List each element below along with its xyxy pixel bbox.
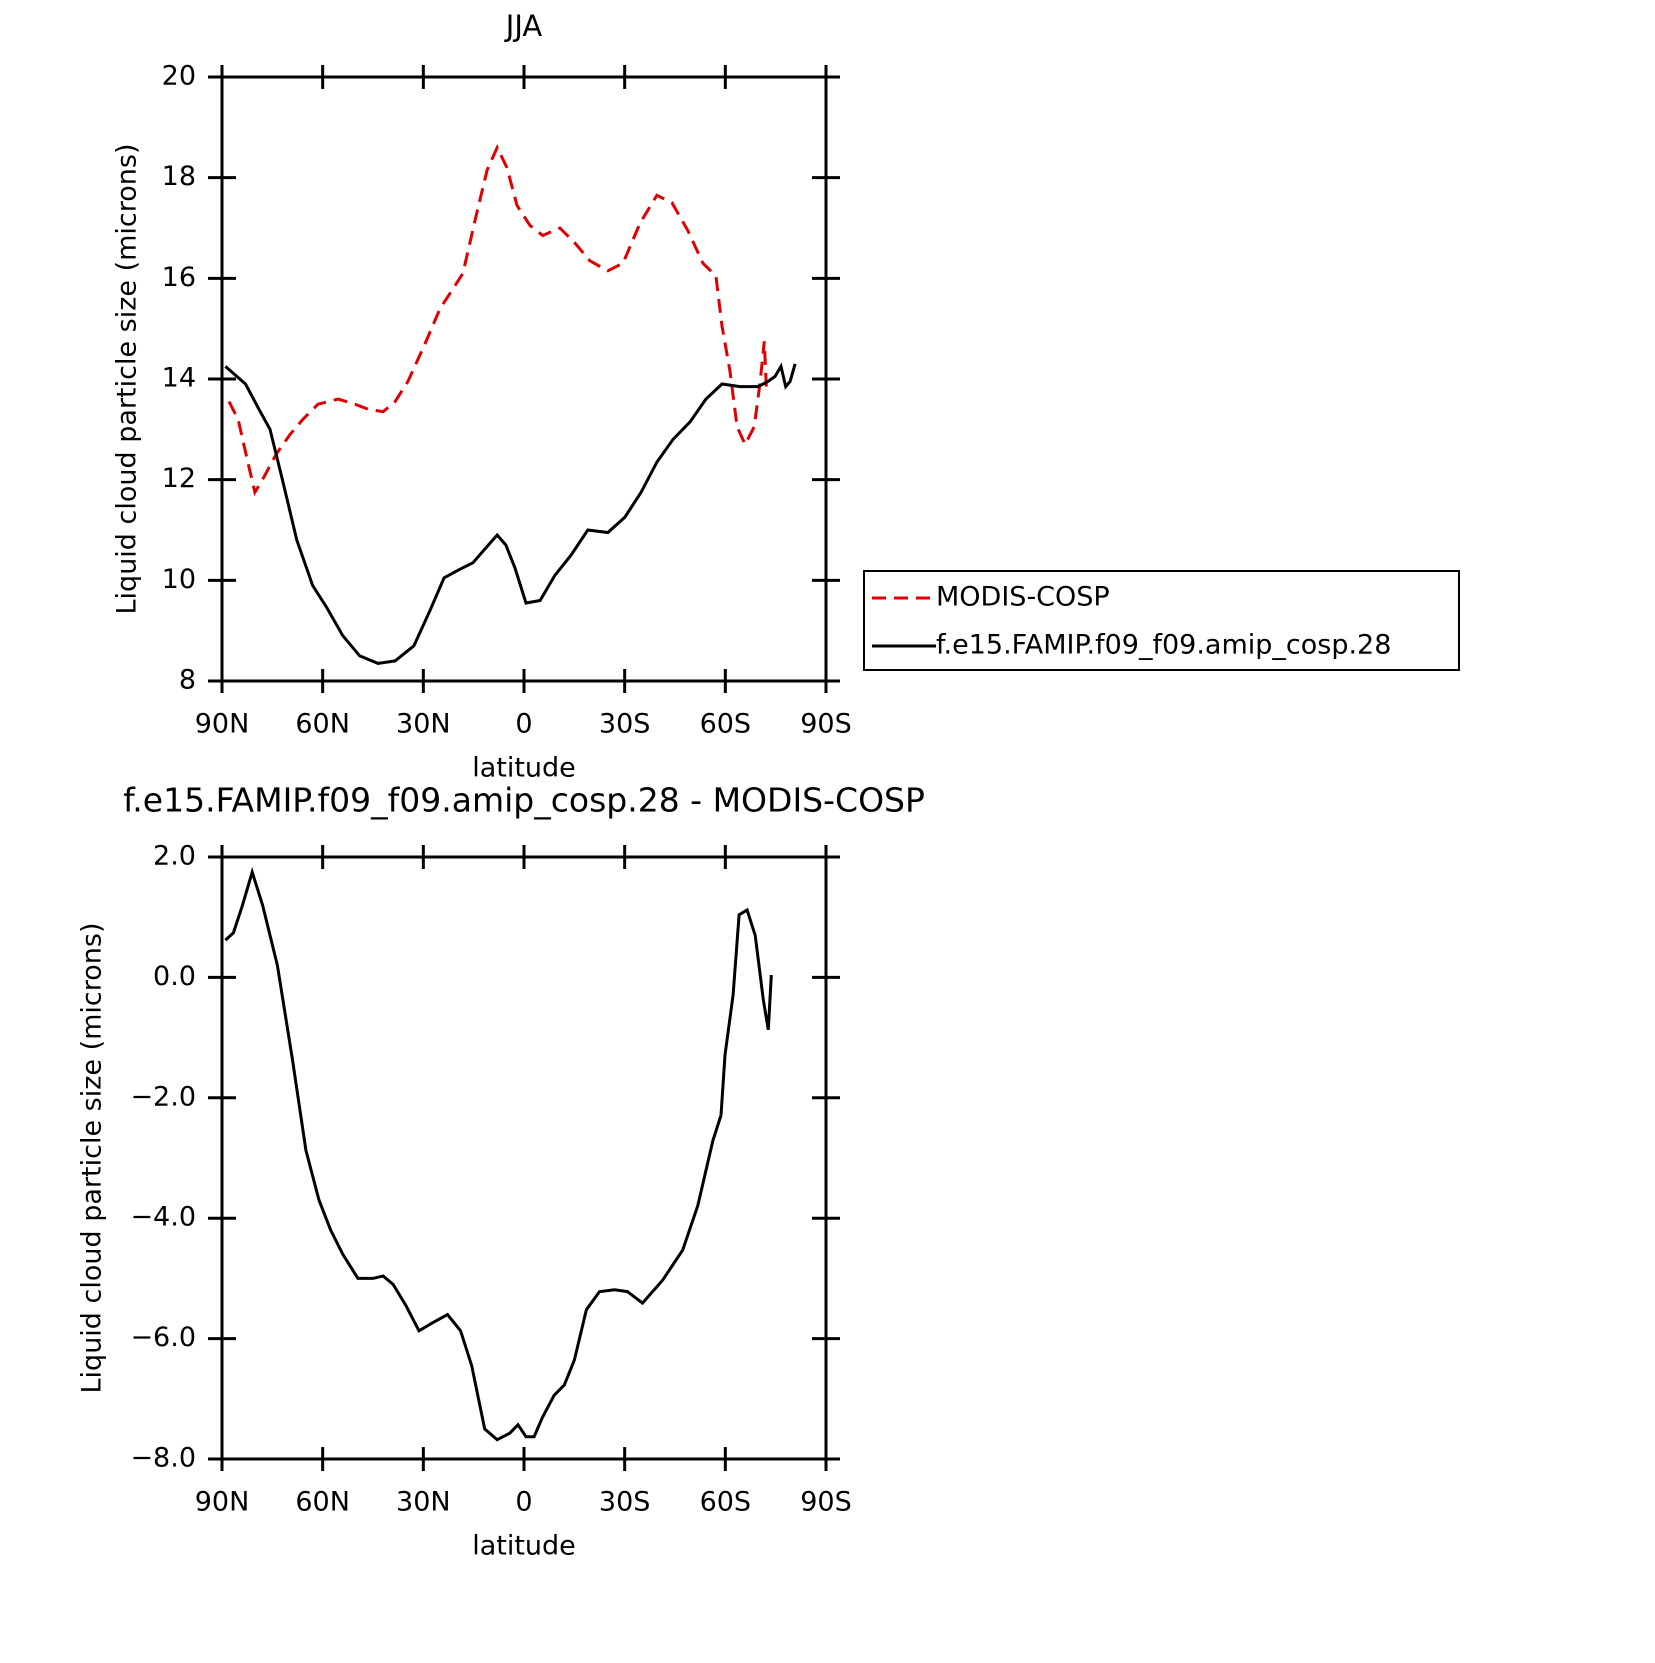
y-axis-label: Liquid cloud particle size (microns) [112,144,143,615]
x-tick-label: 30N [396,1487,451,1518]
data-line [227,143,768,497]
chart-title: JJA [504,9,543,43]
x-tick-label: 30S [599,1487,651,1518]
legend-box [863,570,1460,671]
x-tick-label: 60N [295,709,350,740]
y-tick-label: 14 [162,363,196,394]
x-axis-label: latitude [472,1531,576,1562]
legend-label: f.e15.FAMIP.f09_f09.amip_cosp.28 [936,630,1391,661]
x-tick-label: 60S [700,709,752,740]
x-tick-label: 0 [515,1487,532,1518]
y-tick-label: 10 [162,564,196,595]
y-tick-label: 12 [162,463,196,494]
plot-frame [220,75,828,683]
x-tick-label: 60N [295,1487,350,1518]
x-axis-label: latitude [472,753,576,784]
x-tick-label: 0 [515,709,532,740]
x-tick-label: 90S [800,709,852,740]
y-tick-label: −2.0 [130,1081,196,1112]
chart-title: f.e15.FAMIP.f09_f09.amip_cosp.28 - MODIS… [123,781,925,820]
y-tick-label: −8.0 [130,1443,196,1474]
y-tick-label: −6.0 [130,1322,196,1353]
x-tick-label: 90S [800,1487,852,1518]
x-tick-label: 90N [195,709,250,740]
x-tick-label: 30S [599,709,651,740]
y-tick-label: 8 [179,665,196,696]
x-tick-label: 30N [396,709,451,740]
data-line [224,866,773,1442]
y-tick-label: 20 [162,61,196,92]
data-line [224,362,797,665]
y-tick-label: −4.0 [130,1202,196,1233]
x-tick-label: 90N [195,1487,250,1518]
y-axis-label: Liquid cloud particle size (microns) [77,923,108,1394]
y-tick-label: 2.0 [153,841,196,872]
y-tick-label: 0.0 [153,961,196,992]
x-tick-label: 60S [700,1487,752,1518]
y-tick-label: 16 [162,262,196,293]
y-tick-label: 18 [162,161,196,192]
legend-label: MODIS-COSP [936,582,1110,613]
